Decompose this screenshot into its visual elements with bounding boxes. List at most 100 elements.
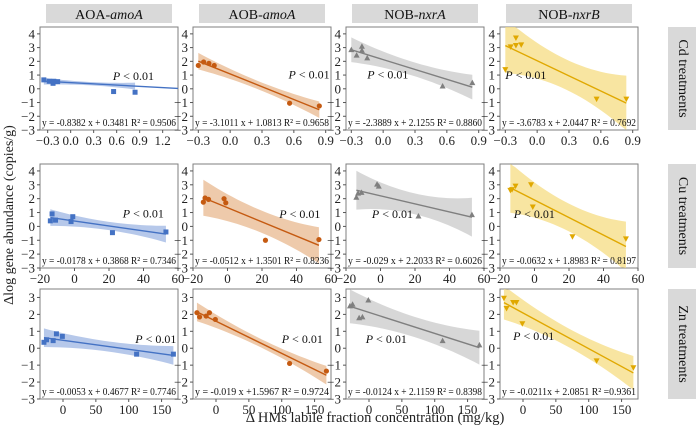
x-tick-label: 1.2: [155, 133, 171, 148]
x-tick-label: 150: [612, 402, 632, 417]
x-tick-label: 100: [272, 402, 292, 417]
x-tick-label: 150: [305, 402, 325, 417]
data-point: [68, 219, 74, 225]
data-point: [518, 42, 525, 48]
data-point: [163, 229, 169, 235]
row-strip-bg: [668, 27, 696, 130]
y-tick-label: −3: [327, 261, 341, 276]
x-tick-label: 0.9: [471, 133, 487, 148]
x-tick-label: 0: [213, 402, 220, 417]
data-point: [316, 236, 322, 243]
x-tick-label: −0.3: [187, 133, 211, 148]
y-tick-label: 1: [29, 68, 36, 83]
y-tick-label: −2: [481, 109, 495, 124]
y-tick-label: 2: [182, 54, 189, 69]
data-point: [55, 79, 61, 85]
y-tick-label: 4: [335, 163, 342, 178]
data-point: [170, 351, 176, 357]
x-tick-label: 0.3: [86, 133, 102, 148]
y-tick-label: 3: [489, 40, 496, 55]
p-value-label: P < 0.01: [278, 207, 320, 221]
x-tick-label: 20: [409, 271, 422, 286]
row-strip-label-1: Cu treatments: [675, 177, 690, 255]
x-tick-label: 100: [119, 402, 139, 417]
x-tick-label: 0.0: [375, 133, 391, 148]
data-point: [365, 297, 372, 303]
row-strip-label-2: Zn treatments: [675, 305, 690, 382]
y-tick-label: 4: [29, 163, 36, 178]
data-point: [512, 35, 519, 41]
y-tick-label: 3: [182, 177, 189, 192]
y-tick-label: −2: [481, 375, 495, 390]
x-tick-label: 50: [395, 402, 408, 417]
y-tick-label: 1: [182, 324, 189, 339]
y-tick-label: 0: [335, 341, 342, 356]
data-point: [206, 60, 212, 66]
y-tick-label: 2: [335, 54, 342, 69]
p-value-label: P < 0.01: [371, 207, 413, 221]
x-tick-label: 150: [152, 402, 172, 417]
panel-zn-nxrB-3: −3 −2 −1 0 1 2 3 0 50 100 150 P < 0.01 y = -0.0211x …: [481, 288, 639, 417]
x-tick-label: 0.6: [286, 133, 303, 148]
data-point: [375, 183, 382, 189]
panel-frame: [192, 26, 332, 131]
regression-equation: y = -0.0124 x + 2.1159 R² = 0.8398: [348, 387, 482, 398]
y-tick-label: −1: [327, 233, 341, 248]
data-point: [358, 43, 365, 49]
regression-equation: y = -3.6783 x + 2.0447 R² = 0.7692: [502, 118, 636, 129]
y-tick-label: −1: [21, 358, 35, 373]
data-point: [349, 301, 356, 307]
data-point: [346, 302, 353, 309]
regression-equation: y = -0.029 x + 2.2033 R² = 0.6026: [348, 256, 482, 267]
data-point: [468, 211, 475, 218]
panel-zn-nxrA-2: −3 −2 −1 0 1 2 3 0 50 100 150 P < 0.01 y = -0.0124 x…: [327, 288, 485, 417]
y-tick-label: −2: [174, 109, 188, 124]
data-point: [569, 234, 576, 240]
data-point: [47, 218, 53, 224]
y-tick-label: −1: [174, 233, 188, 248]
data-point: [70, 214, 76, 220]
p-value-label: P < 0.01: [288, 68, 330, 82]
y-tick-label: −3: [21, 392, 35, 407]
y-tick-label: 4: [335, 26, 342, 41]
x-tick-label: 0.0: [529, 133, 545, 148]
regression-line: [351, 49, 473, 88]
x-tick-label: 0.6: [593, 133, 610, 148]
p-value-label: P < 0.01: [365, 332, 407, 346]
x-tick-label: −20: [183, 271, 203, 286]
x-tick-label: 100: [425, 402, 445, 417]
data-point: [223, 200, 229, 206]
p-value-label: P < 0.01: [122, 206, 164, 220]
y-tick-label: 3: [489, 177, 496, 192]
p-value-label: P < 0.01: [512, 329, 554, 343]
data-point: [49, 211, 55, 217]
data-point: [203, 313, 209, 319]
column-header-bg: [352, 4, 478, 23]
data-point: [316, 103, 322, 109]
y-tick-label: 4: [29, 26, 36, 41]
x-tick-label: 20: [103, 271, 116, 286]
x-tick-label: 0.3: [407, 133, 423, 148]
data-point: [200, 199, 206, 205]
y-tick-label: 2: [489, 54, 496, 69]
regression-line: [198, 60, 320, 111]
regression-line: [356, 189, 473, 218]
data-point: [529, 204, 536, 210]
regression-equation: y = -0.019 x +1.5967 R² = 0.9724: [195, 387, 330, 398]
y-tick-label: 1: [489, 324, 496, 339]
y-tick-label: 3: [29, 40, 36, 55]
y-tick-label: −3: [481, 392, 495, 407]
data-point: [51, 78, 57, 84]
data-point: [134, 351, 140, 357]
data-point: [622, 236, 629, 242]
x-tick-label: 50: [89, 402, 102, 417]
y-tick-label: −3: [174, 123, 188, 138]
x-tick-label: 0.3: [254, 133, 270, 148]
regression-line: [196, 311, 327, 376]
y-tick-label: 4: [182, 163, 189, 178]
x-tick-label: 0: [224, 271, 231, 286]
y-tick-label: 4: [489, 26, 496, 41]
